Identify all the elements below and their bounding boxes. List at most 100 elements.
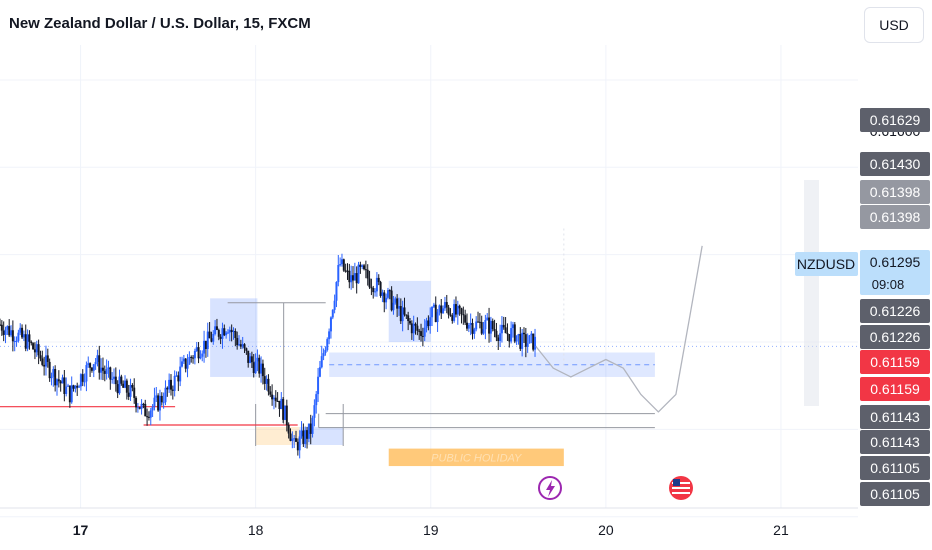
candle-body-280 (513, 324, 516, 342)
chart-grid (0, 45, 858, 518)
candle-body-240 (440, 305, 443, 314)
candle-body-99 (181, 361, 184, 367)
candle-body-49 (89, 363, 92, 368)
candle-body-113 (206, 331, 209, 349)
x-tick-17: 17 (73, 522, 89, 538)
candle-body-62 (112, 376, 115, 379)
candle-body-114 (208, 331, 211, 339)
candle-body-214 (392, 302, 395, 311)
candle-body-93 (169, 379, 172, 390)
candle-body-226 (414, 323, 417, 326)
candle-body-158 (289, 433, 292, 441)
chart-candles (0, 253, 537, 459)
candle-body-172 (315, 394, 318, 406)
candle-body-128 (234, 330, 237, 339)
candle-body-190 (348, 270, 351, 283)
x-axis: 17 18 19 20 21 (73, 522, 789, 538)
candle-body-173 (317, 376, 320, 395)
candle-body-184 (337, 265, 340, 283)
candle-body-263 (482, 329, 485, 334)
candle-body-181 (331, 309, 334, 318)
candle-body-75 (136, 407, 139, 409)
candle-body-222 (407, 315, 410, 322)
candle-body-281 (515, 335, 518, 342)
candle-body-52 (94, 361, 97, 365)
candle-body-135 (247, 350, 250, 363)
candle-body-152 (278, 400, 281, 410)
candle-body-244 (447, 307, 450, 315)
candle-body-185 (339, 264, 342, 266)
candle-body-35 (63, 377, 66, 394)
candle-body-73 (133, 387, 136, 398)
candle-body-221 (405, 314, 408, 316)
candle-body-95 (173, 375, 176, 391)
candle-body-189 (346, 270, 349, 272)
candle-body-68 (124, 380, 127, 388)
candle-body-157 (287, 425, 290, 434)
candle-body-212 (388, 290, 391, 292)
candle-body-291 (534, 336, 537, 350)
candle-body-133 (243, 344, 246, 349)
us-flag-stripe-2 (672, 487, 690, 489)
candle-body-41 (74, 385, 77, 389)
candle-body-81 (147, 416, 150, 418)
candle-body-176 (322, 353, 325, 357)
y-price-label-0: 0.61629 (870, 112, 921, 128)
candle-body-289 (530, 333, 533, 336)
candle-body-270 (495, 330, 498, 338)
candle-body-199 (364, 269, 367, 271)
candle-body-32 (57, 379, 60, 382)
y-price-label-5: 0.61226 (870, 303, 921, 319)
candle-body-217 (397, 306, 400, 309)
candle-body-156 (285, 405, 288, 426)
countdown-label: 09:08 (872, 277, 905, 292)
candle-body-96 (175, 375, 178, 377)
candle-body-169 (309, 423, 312, 434)
candle-body-110 (201, 353, 204, 357)
candle-body-236 (432, 304, 435, 307)
candle-body-138 (252, 362, 255, 374)
candle-body-283 (519, 334, 522, 349)
candle-body-288 (528, 335, 531, 344)
candle-body-259 (475, 321, 478, 330)
candle-body-42 (76, 385, 79, 388)
candle-body-137 (250, 356, 253, 363)
x-tick-20: 20 (598, 522, 614, 538)
candle-body-192 (352, 275, 355, 281)
candle-body-237 (434, 304, 437, 323)
candle-body-262 (480, 322, 483, 334)
candle-body-143 (261, 363, 264, 377)
candle-body-34 (61, 377, 64, 384)
candle-body-253 (464, 315, 467, 323)
us-flag-stripe-3 (672, 492, 690, 494)
candle-body-28 (50, 376, 53, 379)
y-price-label-12: 0.61105 (870, 486, 920, 502)
candle-body-105 (192, 357, 195, 359)
candle-body-179 (328, 331, 331, 340)
x-tick-21: 21 (773, 522, 789, 538)
candle-body-82 (149, 410, 152, 418)
y-label-bg-7 (860, 350, 930, 374)
candle-body-268 (491, 320, 494, 330)
candle-body-3 (4, 329, 7, 335)
y-price-label-8: 0.61159 (870, 381, 920, 397)
candle-body-273 (500, 324, 503, 334)
candle-body-210 (385, 297, 388, 303)
candle-body-6 (10, 330, 13, 336)
currency-button[interactable]: USD (864, 7, 924, 43)
candle-body-193 (353, 273, 356, 281)
candle-body-220 (403, 307, 406, 315)
y-label-bg-6 (860, 325, 930, 349)
candle-body-194 (355, 273, 358, 284)
y-axis: 0.616000.616290.614300.613980.613980.612… (795, 108, 930, 506)
candle-body-98 (179, 366, 182, 382)
y-price-label-1: 0.61430 (870, 156, 921, 172)
candle-body-141 (258, 357, 261, 374)
candle-body-51 (92, 364, 95, 371)
candle-body-177 (324, 350, 327, 354)
session-asia-box (255, 427, 300, 445)
chart-zones: PUBLIC HOLIDAY (210, 280, 655, 467)
candle-body-30 (54, 369, 57, 386)
candle-body-118 (215, 326, 218, 330)
